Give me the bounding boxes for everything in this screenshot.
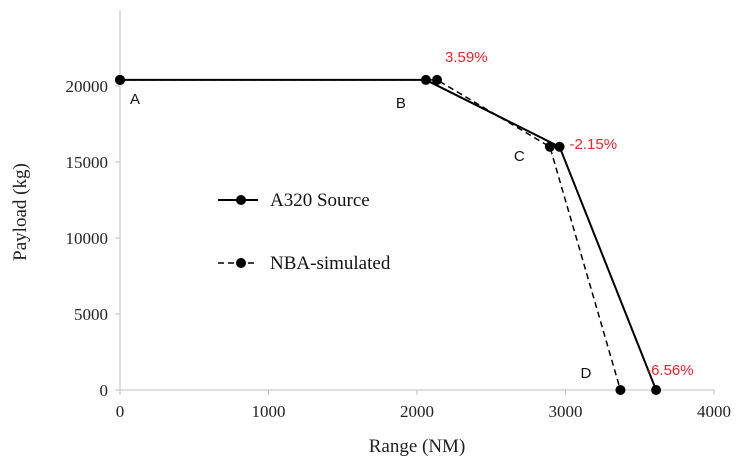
annotation-label: 3.59%	[445, 49, 488, 66]
series-2-point	[544, 141, 555, 152]
annotation-label: -2.15%	[570, 136, 618, 153]
y-tick-label: 0	[100, 381, 109, 400]
x-axis-title: Range (NM)	[369, 436, 466, 457]
y-tick-label: 5000	[74, 305, 108, 324]
point-labels: A B C D 3.59% -2.15% -6.56%	[130, 49, 694, 382]
x-tick-labels: 0 1000 2000 3000 4000	[116, 390, 731, 421]
series-line-2	[120, 79, 622, 391]
series-2-point	[432, 74, 443, 85]
x-tick-label: 2000	[400, 402, 434, 421]
y-tick-label: 20000	[66, 77, 109, 96]
point-label: D	[580, 365, 591, 382]
y-tick-label: 10000	[66, 229, 109, 248]
x-tick-label: 3000	[549, 402, 583, 421]
legend-label-2: NBA-simulated	[270, 253, 391, 274]
point-label: A	[130, 91, 140, 108]
legend: A320 Source NBA-simulated	[218, 190, 391, 274]
y-axis-title: Payload (kg)	[10, 163, 31, 261]
series-1-point	[651, 385, 662, 395]
x-tick-label: 4000	[697, 402, 731, 421]
legend-marker-2	[236, 258, 246, 268]
series-1-point	[554, 141, 565, 152]
legend-marker-1	[236, 195, 246, 205]
annotation-label: -6.56%	[646, 362, 694, 379]
series-layer	[115, 74, 662, 395]
point-label: B	[396, 95, 406, 112]
legend-label-1: A320 Source	[270, 190, 370, 211]
y-tick-labels: 0 5000 10000 15000 20000	[66, 77, 120, 400]
series-2-point	[615, 385, 626, 395]
point-label: C	[514, 148, 525, 165]
x-tick-label: 1000	[252, 402, 286, 421]
y-tick-label: 15000	[66, 153, 109, 172]
series-2-point	[115, 74, 125, 85]
x-tick-label: 0	[116, 402, 125, 421]
